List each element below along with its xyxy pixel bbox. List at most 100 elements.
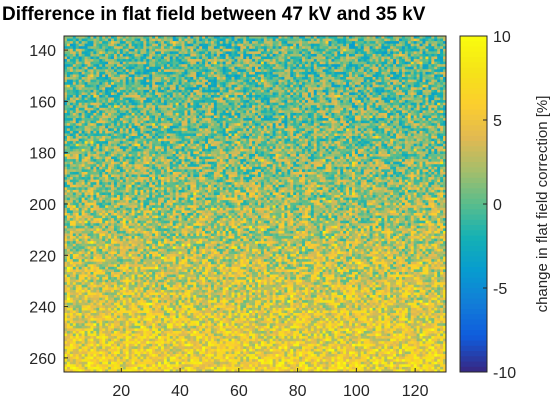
heatmap-cell (140, 105, 144, 109)
heatmap-cell (207, 123, 212, 127)
heatmap-cell (272, 118, 276, 122)
heatmap-cell (372, 130, 376, 134)
heatmap-cell (249, 118, 253, 122)
heatmap-cell (322, 89, 326, 93)
heatmap-cell (401, 120, 406, 124)
heatmap-cell (351, 123, 356, 127)
heatmap-cell (393, 53, 397, 57)
heatmap-cell (416, 71, 420, 75)
heatmap-cell (66, 51, 71, 55)
heatmap-cell (172, 110, 177, 114)
heatmap-cell (351, 128, 356, 132)
heatmap-cell (143, 130, 147, 134)
heatmap-cell (69, 46, 74, 50)
heatmap-cell (128, 46, 132, 50)
heatmap-cell (410, 107, 415, 111)
heatmap-cell (390, 77, 394, 80)
heatmap-cell (319, 107, 323, 111)
heatmap-cell (105, 112, 109, 116)
heatmap-cell (113, 110, 118, 114)
heatmap-cell (299, 79, 303, 83)
heatmap-cell (260, 125, 265, 129)
heatmap-cell (428, 128, 432, 132)
heatmap-cell (398, 125, 403, 129)
heatmap-cell (299, 89, 303, 93)
heatmap-cell (357, 61, 362, 65)
heatmap-cell (275, 79, 279, 83)
heatmap-cell (66, 56, 71, 60)
heatmap-cell (319, 38, 323, 42)
heatmap-cell (328, 125, 332, 129)
heatmap-cell (66, 74, 71, 78)
heatmap-cell (263, 38, 268, 42)
heatmap-cell (387, 38, 391, 42)
heatmap-cell (331, 84, 335, 88)
heatmap-cell (257, 41, 262, 45)
heatmap-cell (349, 48, 353, 52)
heatmap-cell (234, 51, 238, 55)
heatmap-cell (354, 69, 359, 73)
heatmap-cell (293, 123, 297, 127)
heatmap-cell (93, 100, 97, 104)
heatmap-cell (419, 107, 423, 111)
heatmap-cell (393, 118, 397, 122)
heatmap-cell (163, 79, 168, 83)
heatmap-cell (187, 92, 191, 96)
heatmap-cell (116, 120, 121, 124)
heatmap-cell (431, 100, 435, 104)
heatmap-cell (322, 82, 326, 86)
heatmap-cell (396, 61, 400, 65)
heatmap-cell (125, 53, 130, 57)
heatmap-cell (269, 56, 274, 60)
heatmap-cell (428, 38, 432, 42)
heatmap-cell (310, 97, 315, 101)
heatmap-cell (152, 53, 156, 57)
heatmap-cell (143, 115, 147, 119)
heatmap-cell (178, 123, 182, 127)
heatmap-cell (293, 102, 297, 106)
heatmap-cell (310, 64, 315, 68)
heatmap-cell (146, 48, 150, 52)
heatmap-cell (343, 130, 347, 134)
heatmap-cell (393, 115, 397, 119)
heatmap-cell (166, 110, 171, 114)
heatmap-cell (75, 112, 80, 116)
heatmap-cell (346, 56, 350, 60)
heatmap-cell (102, 130, 106, 134)
heatmap-cell (340, 59, 344, 63)
heatmap-cell (140, 102, 144, 106)
heatmap-cell (216, 110, 221, 114)
heatmap-cell (81, 66, 85, 70)
heatmap-cell (163, 100, 168, 104)
heatmap-cell (184, 107, 188, 111)
heatmap-cell (293, 61, 297, 65)
heatmap-cell (137, 87, 141, 91)
heatmap-cell (310, 41, 315, 45)
heatmap-cell (216, 112, 221, 116)
heatmap-cell (196, 56, 200, 60)
heatmap-cell (234, 89, 238, 93)
heatmap-cell (372, 59, 376, 63)
heatmap-cell (116, 64, 121, 68)
heatmap-cell (404, 53, 409, 57)
heatmap-cell (219, 41, 224, 45)
heatmap-cell (293, 125, 297, 129)
heatmap-cell (66, 92, 71, 96)
heatmap-cell (246, 82, 250, 86)
heatmap-cell (243, 128, 247, 132)
heatmap-cell (81, 112, 85, 116)
heatmap-cell (196, 53, 200, 57)
heatmap-cell (225, 130, 229, 134)
heatmap-cell (222, 84, 227, 88)
heatmap-cell (287, 36, 291, 39)
heatmap-cell (331, 53, 335, 57)
heatmap-cell (425, 43, 429, 47)
heatmap-cell (228, 102, 232, 106)
heatmap-cell (369, 118, 373, 122)
heatmap-cell (196, 115, 200, 119)
heatmap-cell (372, 69, 376, 73)
heatmap-cell (64, 120, 68, 124)
heatmap-cell (172, 92, 177, 96)
heatmap-cell (210, 94, 215, 98)
heatmap-cell (340, 41, 344, 45)
